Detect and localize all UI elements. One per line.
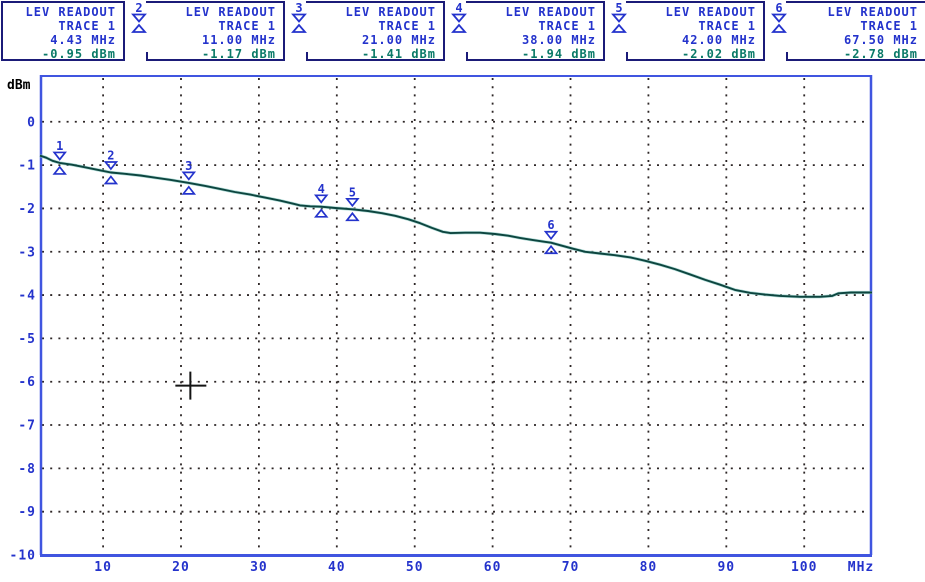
- readout-frequency: 21.00 MHz: [361, 33, 436, 47]
- marker-4-icon: 4: [451, 2, 467, 33]
- chart-marker-4[interactable]: 4: [313, 182, 329, 218]
- readout-level: -1.17 dBm: [201, 47, 276, 61]
- y-tick-label: -10: [10, 549, 36, 564]
- svg-text:4: 4: [455, 2, 462, 15]
- readout-box-2: LEV READOUT TRACE 1 11.00 MHz -1.17 dBm: [146, 1, 285, 61]
- readout-label-lev: LEV READOUT: [827, 5, 918, 19]
- readout-label-trace: TRACE 1: [218, 19, 276, 33]
- plot-frame: [39, 75, 873, 557]
- chart-marker-6[interactable]: 6: [543, 218, 559, 255]
- y-tick-label: -3: [18, 245, 36, 260]
- x-tick-label: 40: [328, 560, 346, 575]
- x-tick-label: 90: [717, 560, 735, 575]
- chart-marker-number: 4: [318, 182, 325, 196]
- readout-level: -1.41 dBm: [361, 47, 436, 61]
- marker-up-triangle-icon: [181, 185, 197, 195]
- readout-level: -1.94 dBm: [521, 47, 596, 61]
- marker-up-triangle-icon: [52, 165, 67, 175]
- marker-down-triangle-icon: [313, 194, 329, 204]
- readout-label-lev: LEV READOUT: [505, 5, 596, 19]
- y-tick-label: -2: [18, 202, 36, 217]
- x-tick-label: 100: [791, 560, 817, 575]
- chart-marker-2[interactable]: 2: [103, 148, 119, 185]
- marker-down-triangle-icon: [52, 151, 67, 161]
- chart-marker-number: 6: [547, 218, 554, 232]
- x-tick-label: 60: [484, 560, 502, 575]
- marker-6-icon: 6: [771, 2, 787, 33]
- chart-marker-number: 5: [349, 185, 356, 199]
- y-tick-label: -4: [18, 289, 36, 304]
- chart-marker-1[interactable]: 1: [52, 139, 67, 175]
- readout-label-lev: LEV READOUT: [185, 5, 276, 19]
- chart-marker-number: 1: [56, 139, 63, 153]
- marker-5-icon: 5: [611, 2, 627, 33]
- readout-box-3: LEV READOUT TRACE 1 21.00 MHz -1.41 dBm: [306, 1, 445, 61]
- grid: [42, 78, 870, 553]
- svg-text:5: 5: [615, 2, 622, 15]
- marker-down-triangle-icon: [103, 161, 119, 171]
- marker-up-triangle-icon: [103, 175, 119, 185]
- readout-box-1: LEV READOUT TRACE 1 4.43 MHz -0.95 dBm: [1, 1, 125, 61]
- marker-down-triangle-icon: [345, 197, 360, 208]
- chart-marker-number: 2: [107, 148, 114, 162]
- readout-box-5: LEV READOUT TRACE 1 42.00 MHz -2.02 dBm: [626, 1, 765, 61]
- y-tick-label: 0: [27, 115, 36, 130]
- readout-level: -2.02 dBm: [681, 47, 756, 61]
- readout-label-lev: LEV READOUT: [25, 5, 116, 19]
- readout-frequency: 42.00 MHz: [681, 33, 756, 47]
- y-tick-label: -9: [18, 505, 36, 520]
- x-tick-label: 70: [562, 560, 580, 575]
- trace-1: [39, 154, 872, 298]
- y-tick-label: -5: [18, 332, 36, 347]
- x-tick-label: 10: [94, 560, 112, 575]
- marker-up-triangle-icon: [543, 244, 559, 255]
- readout-label-trace: TRACE 1: [538, 19, 596, 33]
- y-tick-label: -7: [18, 419, 36, 434]
- y-tick-labels: 0 -1 -2 -3 -4 -5 -6 -7 -8 -9 -10: [10, 115, 36, 564]
- readout-frequency: 67.50 MHz: [843, 33, 918, 47]
- readout-label-lev: LEV READOUT: [665, 5, 756, 19]
- chart-marker-5[interactable]: 5: [345, 185, 360, 222]
- readout-label-trace: TRACE 1: [58, 19, 116, 33]
- x-tick-label: 80: [640, 560, 658, 575]
- marker-down-triangle-icon: [181, 171, 197, 181]
- svg-text:2: 2: [135, 2, 142, 15]
- readout-frequency: 11.00 MHz: [201, 33, 276, 47]
- marker-2-icon: 2: [131, 2, 147, 33]
- readout-box-4: LEV READOUT TRACE 1 38.00 MHz -1.94 dBm: [466, 1, 605, 61]
- marker-up-triangle-icon: [313, 208, 329, 218]
- svg-text:3: 3: [295, 2, 302, 15]
- x-axis-unit-label: MHz: [848, 560, 874, 575]
- chart-marker-number: 3: [185, 159, 192, 173]
- readout-label-trace: TRACE 1: [860, 19, 918, 33]
- marker-down-triangle-icon: [543, 230, 559, 241]
- svg-text:6: 6: [775, 2, 782, 15]
- readout-frequency: 4.43 MHz: [50, 33, 116, 47]
- readout-label-lev: LEV READOUT: [345, 5, 436, 19]
- readout-level: -2.78 dBm: [843, 47, 918, 61]
- x-tick-label: 30: [250, 560, 268, 575]
- y-tick-label: -1: [18, 159, 36, 174]
- trace-1-fringe: [39, 154, 872, 299]
- y-axis-unit-label: dBm: [7, 78, 31, 93]
- readout-label-trace: TRACE 1: [698, 19, 756, 33]
- readout-level: -0.95 dBm: [41, 47, 116, 61]
- readout-label-trace: TRACE 1: [378, 19, 436, 33]
- x-tick-labels: 10 20 30 40 50 60 70 80 90 100: [94, 560, 817, 575]
- x-tick-label: 50: [406, 560, 424, 575]
- marker-3-icon: 3: [291, 2, 307, 33]
- chart-marker-3[interactable]: 3: [181, 159, 197, 195]
- readout-box-6: LEV READOUT TRACE 1 67.50 MHz -2.78 dBm: [786, 1, 925, 61]
- crosshair-cursor: [175, 371, 207, 400]
- x-tick-label: 20: [172, 560, 190, 575]
- marker-up-triangle-icon: [345, 211, 360, 222]
- readout-frequency: 38.00 MHz: [521, 33, 596, 47]
- y-tick-label: -8: [18, 462, 36, 477]
- y-tick-label: -6: [18, 375, 36, 390]
